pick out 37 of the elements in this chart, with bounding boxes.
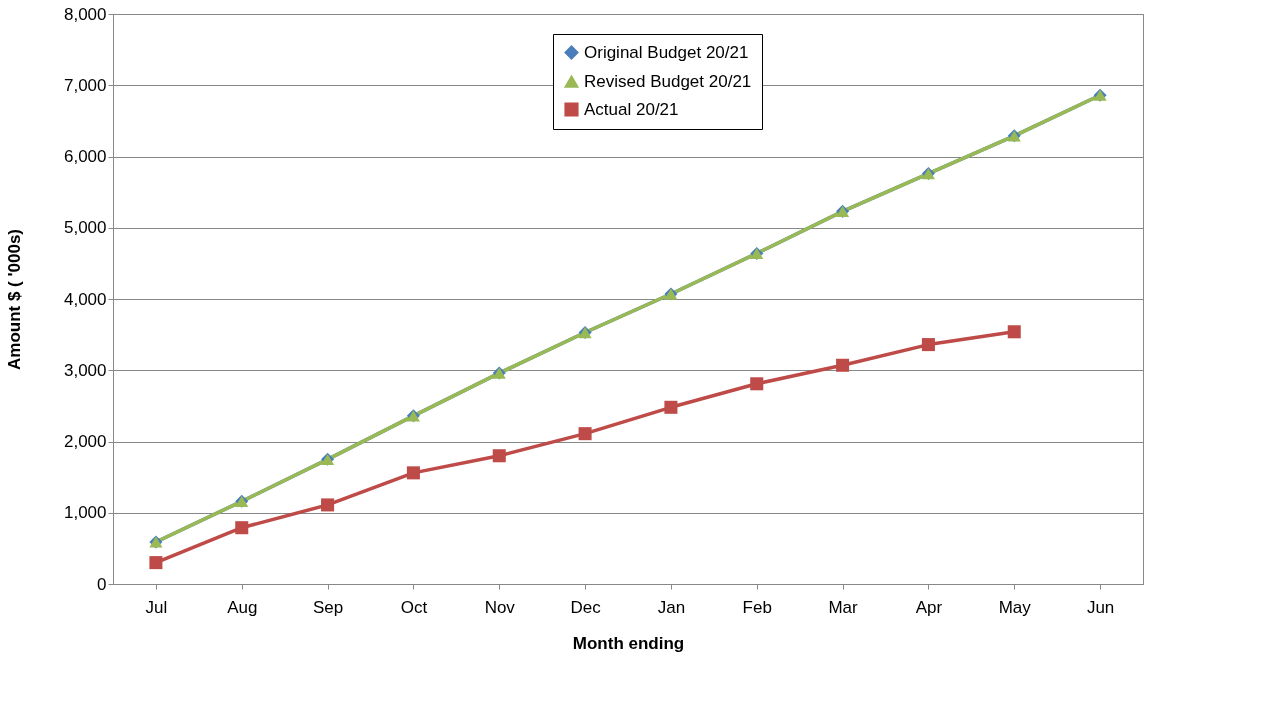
point (235, 521, 249, 535)
y-tick-label: 2,000 (63, 432, 107, 451)
x-tick-label: Jun (1086, 597, 1115, 617)
legend-label: Revised Budget 20/21 (584, 71, 752, 91)
x-tick-label: Oct (400, 597, 428, 617)
legend-label: Original Budget 20/21 (584, 42, 749, 62)
x-tick-label: Jan (657, 597, 686, 617)
y-tick-label: 5,000 (63, 218, 107, 238)
x-tick-label: Apr (915, 597, 943, 617)
y-tick-label: 1,000 (63, 503, 107, 523)
point (836, 358, 850, 372)
x-tick-label: Nov (484, 597, 516, 617)
x-tick-label: Aug (227, 597, 258, 617)
y-axis-title: Amount $ ( '000s) (4, 228, 24, 371)
y-tick-label: 8,000 (63, 4, 107, 24)
y-tick-label: 7,000 (63, 75, 107, 95)
y-tick-label: 4,000 (63, 289, 107, 309)
x-tick-label: Sep (312, 597, 344, 617)
x-axis-title: Month ending (572, 633, 685, 653)
point (149, 556, 163, 570)
point (921, 338, 935, 352)
point (492, 449, 506, 463)
x-tick-label: Feb (742, 597, 772, 617)
y-tick-label: 0 (97, 574, 107, 594)
point (1007, 325, 1021, 339)
legend-label: Actual 20/21 (584, 99, 679, 119)
point (750, 377, 764, 391)
x-tick-label: Mar (828, 597, 859, 617)
x-tick-label: May (998, 597, 1032, 617)
point (578, 427, 592, 441)
point (406, 466, 420, 480)
y-tick-label: 6,000 (63, 147, 107, 166)
point (321, 498, 335, 512)
x-tick-label: Dec (570, 597, 602, 617)
y-tick-label: 3,000 (63, 360, 107, 380)
point (664, 400, 678, 414)
x-tick-label: Jul (145, 597, 168, 617)
